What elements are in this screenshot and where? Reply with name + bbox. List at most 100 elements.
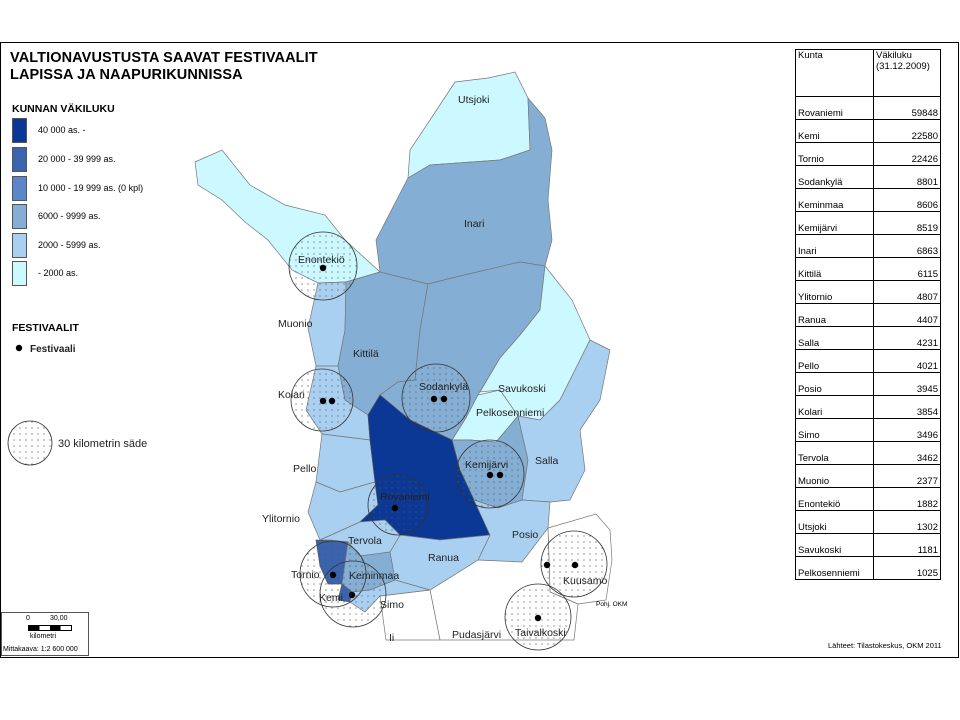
- table-row: Keminmaa 8606: [795, 188, 941, 212]
- festival-dot: [328, 397, 336, 405]
- place-label-kemi: Kemi: [319, 592, 343, 604]
- scale-ratio: Mittakaava: 1:2 600 000: [3, 646, 78, 653]
- festival-dot: [534, 614, 542, 622]
- map-copyright: Pohj. OKM: [596, 601, 628, 608]
- table-cell-kunta: Salla: [795, 326, 874, 350]
- place-label-sodankyla: Sodankylä: [419, 381, 468, 393]
- table-cell-vakiluku: 3854: [873, 395, 941, 419]
- festival-dot: [430, 395, 438, 403]
- table-cell-vakiluku: 1302: [873, 510, 941, 534]
- table-cell-vakiluku: 4807: [873, 280, 941, 304]
- table-row: Kemijärvi 8519: [795, 211, 941, 235]
- table-cell-vakiluku: 8606: [873, 188, 941, 212]
- place-label-muonio: Muonio: [278, 318, 313, 330]
- festival-dot: [543, 561, 551, 569]
- legend-swatch: [12, 118, 27, 143]
- table-row: Pello 4021: [795, 349, 941, 373]
- population-table: Kunta Väkiluku (31.12.2009) Rovaniemi 598…: [795, 49, 941, 580]
- table-cell-kunta: Savukoski: [795, 533, 874, 557]
- table-cell-kunta: Sodankylä: [795, 165, 874, 189]
- place-label-tornio: Tornio: [291, 569, 320, 581]
- table-row: Savukoski 1181: [795, 533, 941, 557]
- legend-festival-dot: [15, 344, 23, 352]
- table-cell-vakiluku: 6863: [873, 234, 941, 258]
- place-label-keminmaa: Keminmaa: [349, 570, 399, 582]
- place-label-kolari: Kolari: [278, 389, 305, 401]
- table-cell-vakiluku: 1882: [873, 487, 941, 511]
- place-label-kuusamo: Kuusamo: [563, 575, 608, 587]
- table-cell-kunta: Ranua: [795, 303, 874, 327]
- table-cell-vakiluku: 1181: [873, 533, 941, 557]
- title-line-1: VALTIONAVUSTUSTA SAAVAT FESTIVAALIT: [10, 50, 318, 66]
- place-label-tervola: Tervola: [348, 535, 382, 547]
- table-cell-vakiluku: 4407: [873, 303, 941, 327]
- scale-box: 0 30,00 kilometri Mittakaava: 1:2 600 00…: [1, 612, 89, 656]
- festival-dots: [319, 264, 579, 622]
- table-row: Posio 3945: [795, 372, 941, 396]
- table-row: Sodankylä 8801: [795, 165, 941, 189]
- table-cell-kunta: Kittilä: [795, 257, 874, 281]
- table-row: Inari 6863: [795, 234, 941, 258]
- table-header-vakiluku: Väkiluku (31.12.2009): [873, 49, 941, 97]
- table-cell-kunta: Tornio: [795, 142, 874, 166]
- table-cell-kunta: Muonio: [795, 464, 874, 488]
- place-label-kittila: Kittilä: [353, 348, 379, 360]
- table-cell-vakiluku: 22580: [873, 119, 941, 143]
- table-cell-kunta: Simo: [795, 418, 874, 442]
- table-cell-vakiluku: 1025: [873, 556, 941, 580]
- legend-class-label: - 2000 as.: [38, 268, 79, 278]
- legend-radius-label: 30 kilometrin säde: [58, 438, 147, 450]
- table-row: Muonio 2377: [795, 464, 941, 488]
- festival-dot: [571, 561, 579, 569]
- legend-class-label: 20 000 - 39 999 as.: [38, 154, 116, 164]
- place-label-utsjoki: Utsjoki: [458, 94, 490, 106]
- table-header-kunta: Kunta: [795, 49, 874, 97]
- table-row: Tervola 3462: [795, 441, 941, 465]
- table-cell-vakiluku: 4231: [873, 326, 941, 350]
- table-cell-kunta: Rovaniemi: [795, 96, 874, 120]
- table-row: Ranua 4407: [795, 303, 941, 327]
- table-header-vakiluku-line1: Väkiluku: [876, 50, 912, 61]
- legend-radius-circle: [7, 420, 53, 466]
- place-label-enontekio: Enontekiö: [298, 254, 345, 266]
- scale-tick-left: 0: [26, 615, 30, 622]
- festival-dot: [486, 471, 494, 479]
- table-cell-kunta: Kolari: [795, 395, 874, 419]
- table-cell-vakiluku: 8801: [873, 165, 941, 189]
- scale-tick-right: 30,00: [50, 615, 68, 622]
- place-label-ii: Ii: [389, 632, 394, 644]
- table-cell-kunta: Pelkosenniemi: [795, 556, 874, 580]
- scale-unit: kilometri: [30, 633, 57, 640]
- place-label-inari: Inari: [464, 218, 484, 230]
- legend-class-label: 2000 - 5999 as.: [38, 240, 101, 250]
- region-pello: [315, 433, 376, 493]
- place-label-kemijarvi: Kemijärvi: [465, 459, 508, 471]
- legend-class-label: 40 000 as. -: [38, 125, 86, 135]
- table-cell-vakiluku: 4021: [873, 349, 941, 373]
- legend-class-label: 6000 - 9999 as.: [38, 211, 101, 221]
- place-label-pello: Pello: [293, 463, 317, 475]
- table-cell-kunta: Keminmaa: [795, 188, 874, 212]
- place-label-taivalkoski: Taivalkoski: [515, 627, 566, 639]
- table-row: Kolari 3854: [795, 395, 941, 419]
- table-cell-kunta: Kemijärvi: [795, 211, 874, 235]
- table-cell-vakiluku: 3496: [873, 418, 941, 442]
- map-title: VALTIONAVUSTUSTA SAAVAT FESTIVAALIT LAPI…: [10, 50, 318, 84]
- table-cell-kunta: Utsjoki: [795, 510, 874, 534]
- table-row: Salla 4231: [795, 326, 941, 350]
- legend-festival-title: FESTIVAALIT: [12, 322, 79, 334]
- scale-bar: [28, 625, 72, 631]
- place-label-savukoski: Savukoski: [498, 383, 546, 395]
- table-cell-vakiluku: 2377: [873, 464, 941, 488]
- table-row: Ylitornio 4807: [795, 280, 941, 304]
- festival-dot: [391, 504, 399, 512]
- place-label-posio: Posio: [512, 529, 538, 541]
- table-row: Tornio 22426: [795, 142, 941, 166]
- table-cell-kunta: Kemi: [795, 119, 874, 143]
- place-label-rovaniemi: Rovaniemi: [380, 491, 430, 503]
- legend-population-title: KUNNAN VÄKILUKU: [12, 103, 115, 115]
- place-label-ranua: Ranua: [428, 552, 459, 564]
- festival-dot: [440, 395, 448, 403]
- table-cell-kunta: Tervola: [795, 441, 874, 465]
